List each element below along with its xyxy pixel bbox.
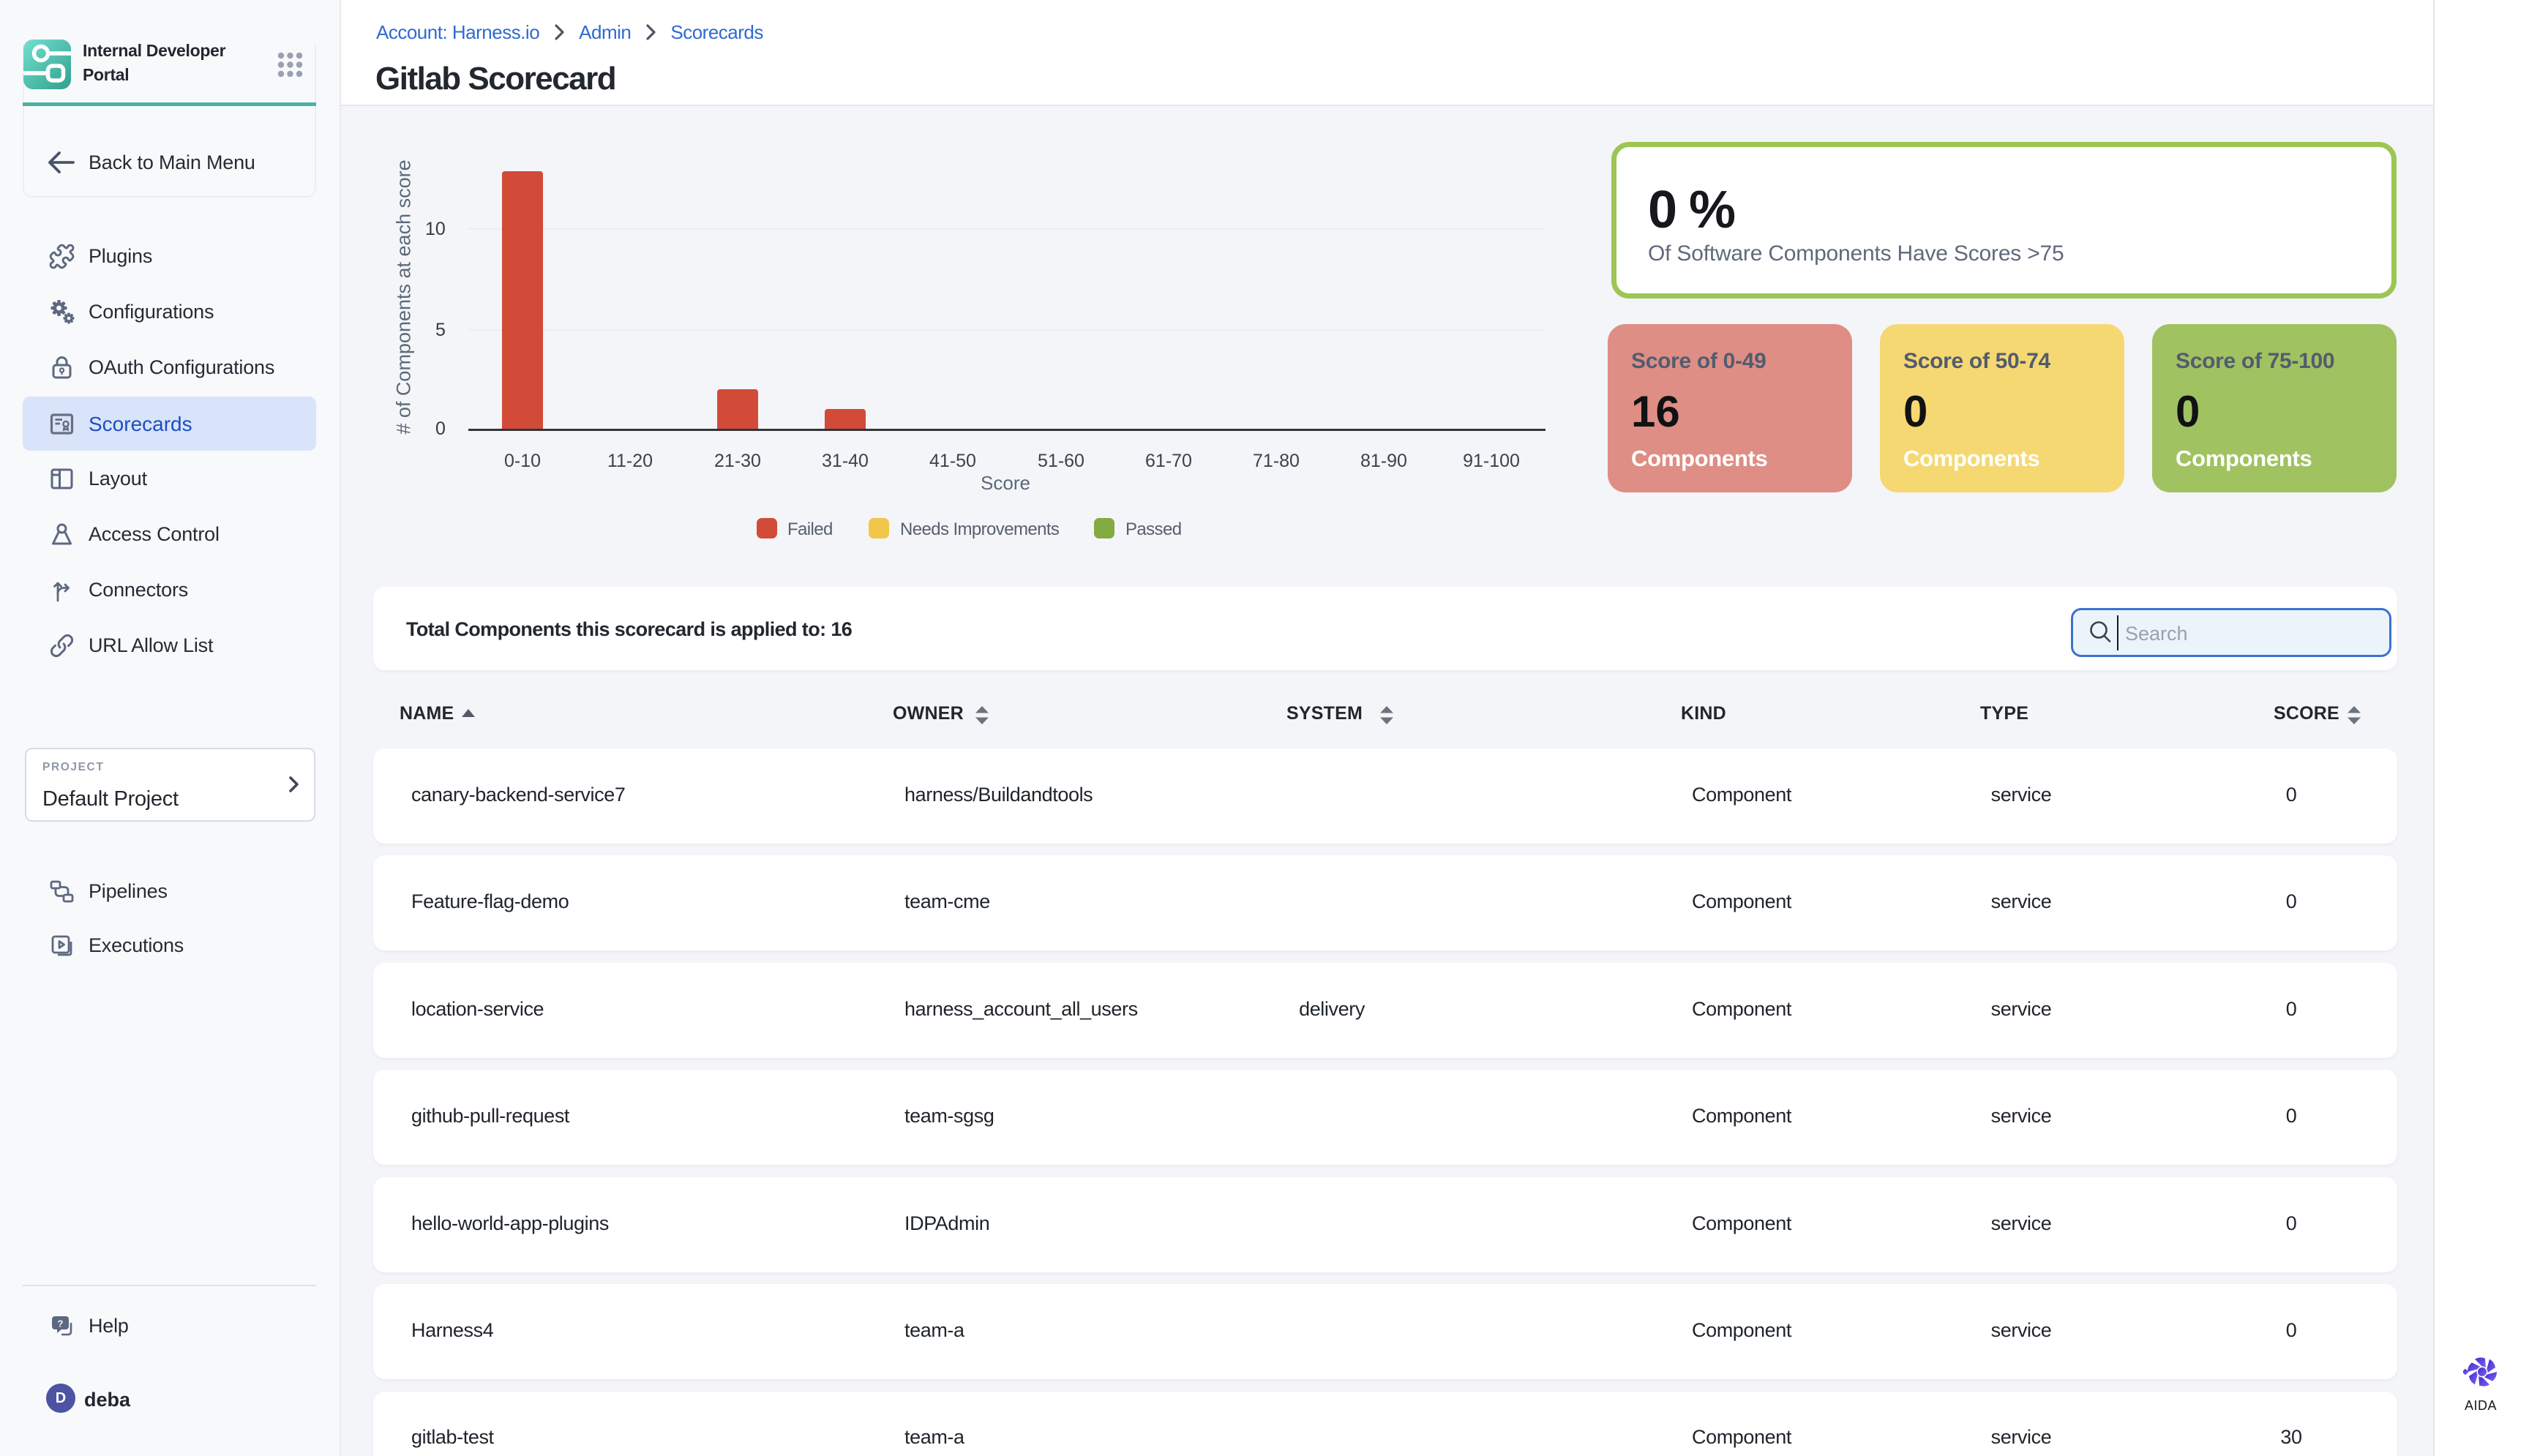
- svg-text:?: ?: [58, 1318, 64, 1329]
